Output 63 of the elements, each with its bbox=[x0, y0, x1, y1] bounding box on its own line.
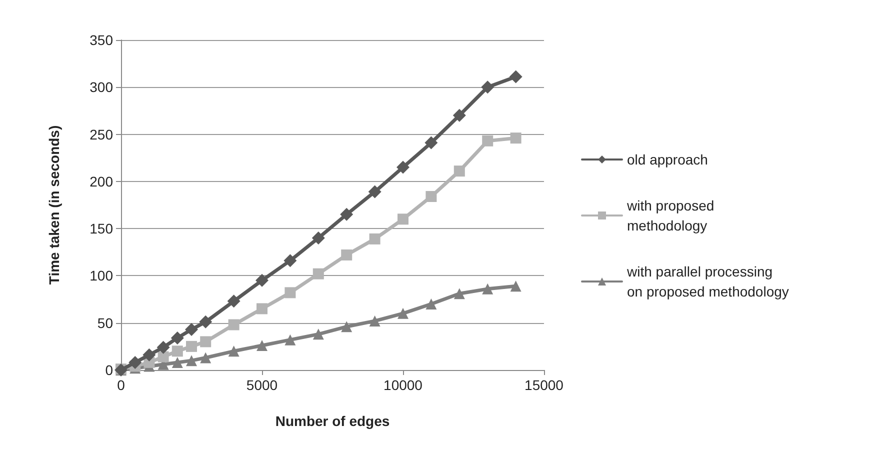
legend-label: with proposed methodology bbox=[626, 198, 714, 234]
point bbox=[482, 283, 494, 294]
point bbox=[454, 166, 465, 177]
point bbox=[340, 208, 354, 221]
point bbox=[284, 287, 296, 298]
y-tick-label: 200 bbox=[90, 173, 114, 190]
point bbox=[128, 356, 142, 369]
point bbox=[256, 340, 268, 351]
point bbox=[368, 185, 382, 198]
point bbox=[482, 135, 494, 146]
point bbox=[454, 288, 465, 300]
point bbox=[312, 268, 324, 280]
point bbox=[426, 191, 437, 202]
point bbox=[185, 322, 198, 336]
point bbox=[424, 136, 438, 150]
y-tick-label: 150 bbox=[90, 220, 114, 237]
x-tick-label: 5000 bbox=[246, 377, 278, 393]
point bbox=[510, 132, 522, 144]
y-tick-label: 350 bbox=[90, 32, 114, 48]
point bbox=[186, 355, 197, 366]
point bbox=[158, 351, 169, 362]
point bbox=[481, 80, 494, 94]
point bbox=[369, 315, 380, 326]
x-tick-label: 15000 bbox=[524, 377, 564, 393]
point bbox=[284, 254, 297, 268]
point bbox=[200, 352, 212, 364]
point bbox=[284, 334, 296, 346]
point bbox=[341, 249, 352, 260]
point bbox=[256, 303, 268, 314]
point bbox=[509, 70, 522, 84]
point bbox=[172, 356, 183, 368]
point bbox=[227, 294, 240, 308]
y-tick-label: 0 bbox=[105, 362, 114, 378]
point bbox=[228, 346, 240, 357]
point bbox=[170, 331, 184, 344]
point bbox=[426, 298, 437, 310]
x-tick-label: 0 bbox=[117, 377, 126, 393]
y-tick-label: 250 bbox=[90, 126, 114, 142]
point bbox=[452, 108, 466, 122]
point bbox=[396, 160, 410, 174]
y-tick-label: 300 bbox=[90, 79, 114, 96]
point bbox=[398, 308, 408, 319]
point bbox=[142, 348, 156, 362]
point bbox=[200, 336, 212, 348]
y-tick-label: 100 bbox=[90, 268, 114, 284]
point bbox=[228, 319, 240, 330]
x-tick-label: 10000 bbox=[384, 377, 423, 393]
point bbox=[186, 340, 197, 352]
point bbox=[398, 214, 408, 225]
y-axis-title: Time taken (in seconds) bbox=[46, 125, 62, 285]
point bbox=[369, 233, 380, 244]
point bbox=[341, 321, 352, 332]
legend-label: old approach bbox=[627, 152, 708, 168]
point bbox=[312, 232, 325, 244]
y-tick-label: 50 bbox=[97, 314, 114, 331]
point bbox=[256, 274, 268, 287]
point bbox=[312, 328, 324, 340]
x-axis-title: Number of edges bbox=[275, 413, 390, 429]
point bbox=[156, 340, 170, 354]
point bbox=[199, 315, 212, 328]
point bbox=[510, 280, 522, 292]
point bbox=[172, 346, 183, 357]
legend-label: with parallel processing on proposed methodology bbox=[626, 264, 789, 300]
